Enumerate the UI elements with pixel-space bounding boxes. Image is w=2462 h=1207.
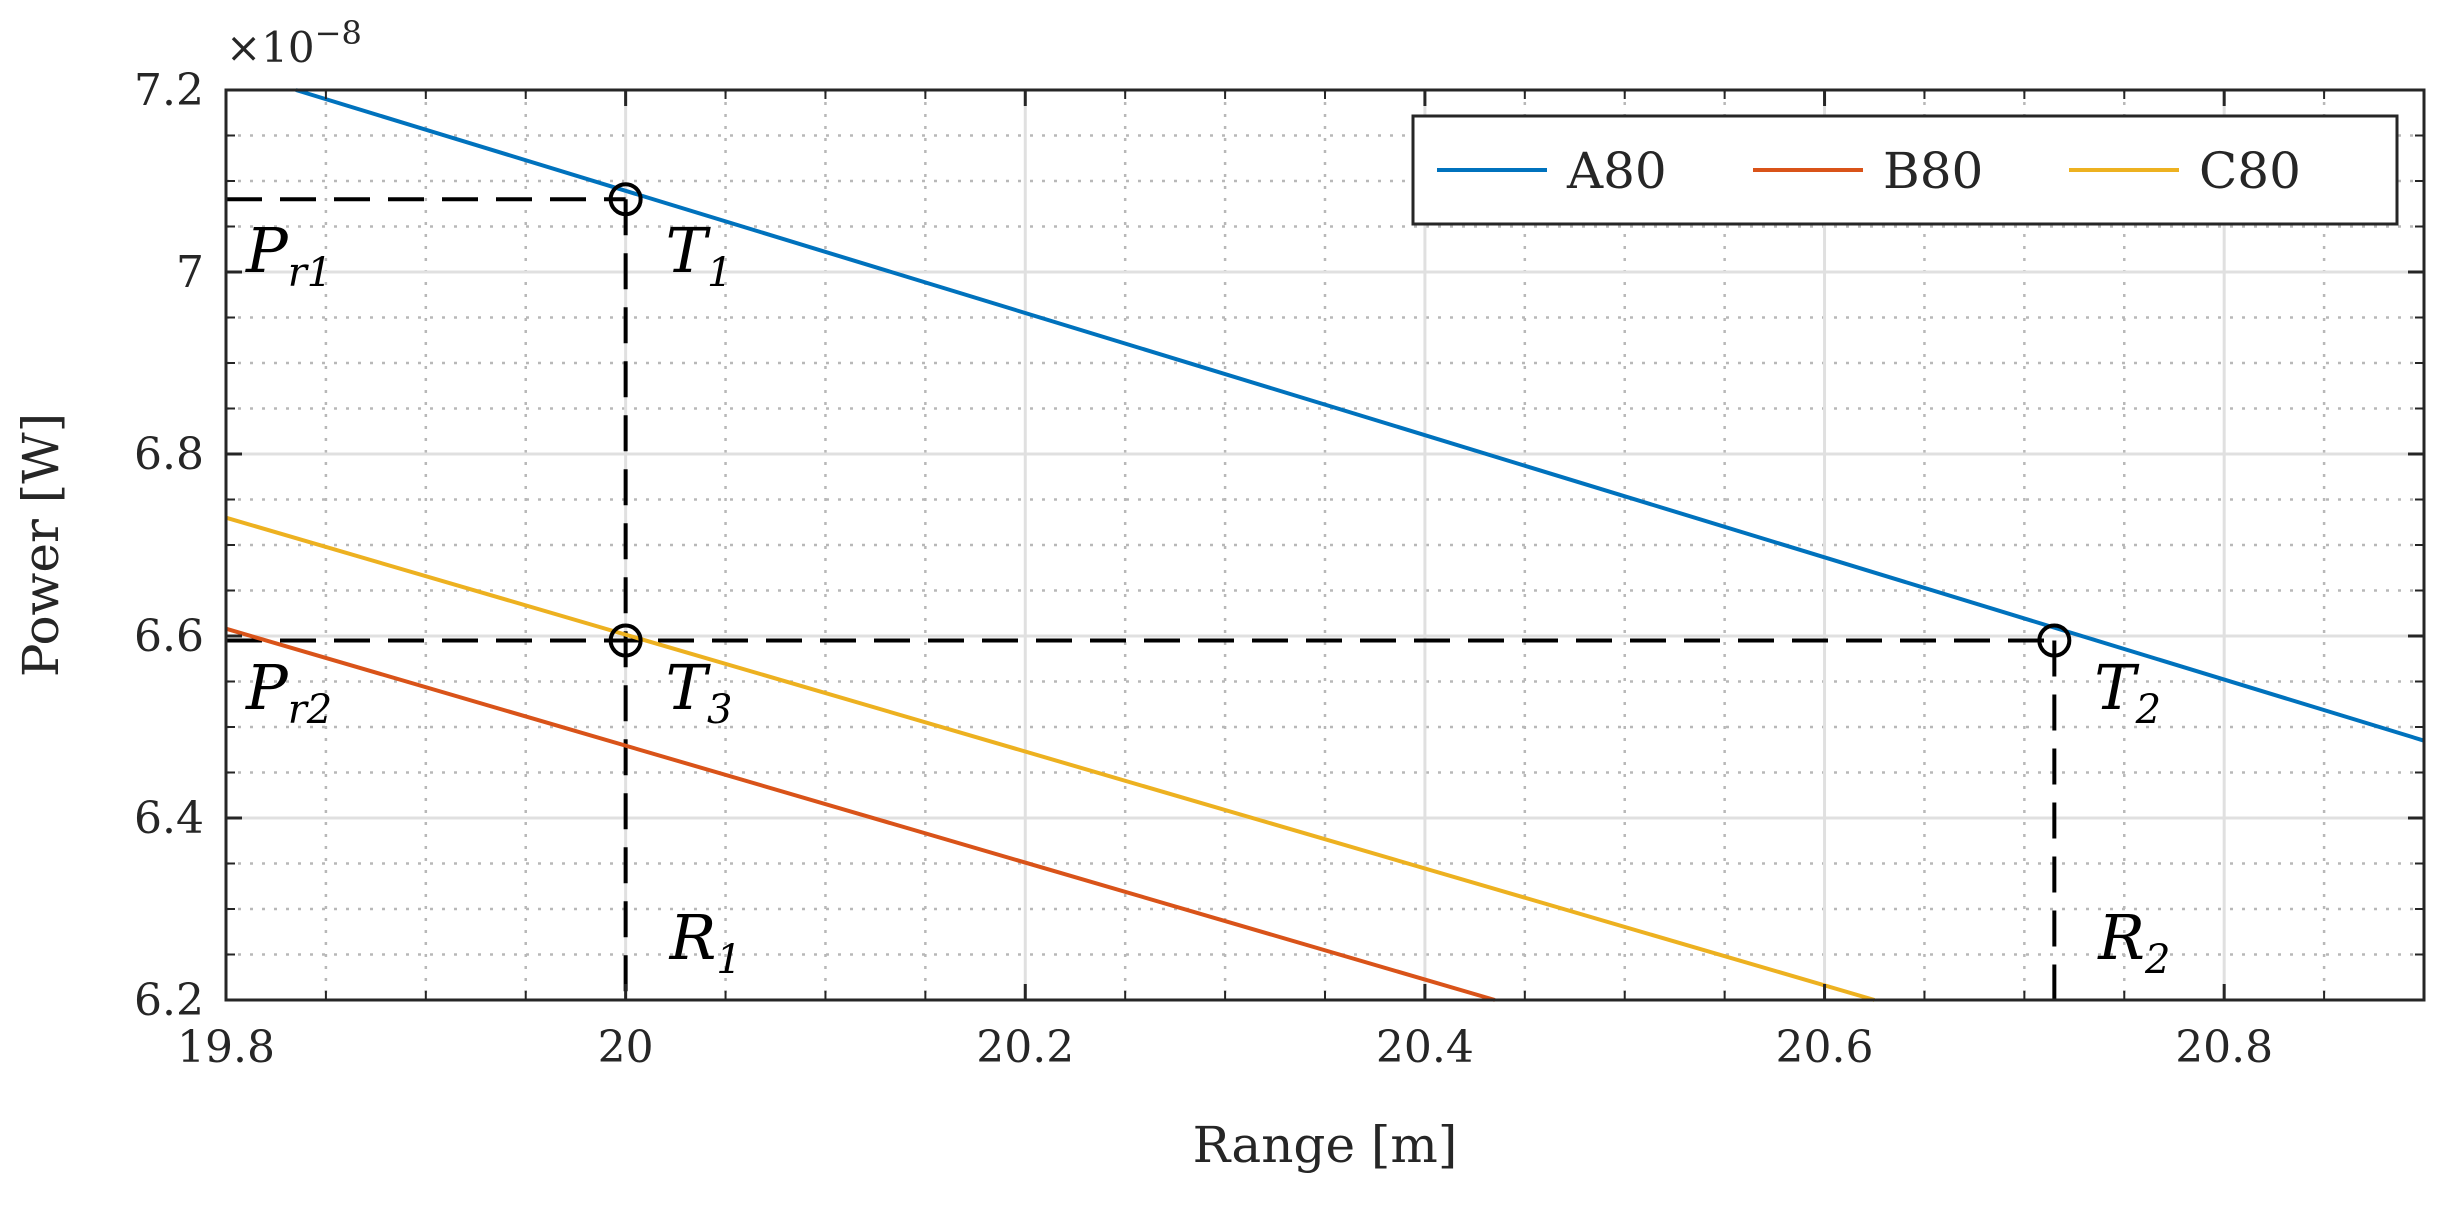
legend-label-c80: C80 — [2199, 142, 2301, 200]
annotation-r2: R2 — [2097, 901, 2170, 983]
x-axis-label: Range [m] — [1193, 1116, 1458, 1174]
major-grid — [226, 90, 2424, 1000]
annotation-t2-main: T — [2094, 651, 2140, 724]
y-exponent-base: ×10 — [226, 23, 315, 72]
t1-marker — [608, 182, 643, 217]
y-tick-label: 7.2 — [134, 65, 204, 116]
annotation-t2-sub: 2 — [2135, 687, 2161, 733]
y-tick-label: 6.8 — [134, 429, 204, 480]
legend-label-a80: A80 — [1566, 142, 1667, 200]
x-tick-label: 20.6 — [1776, 1022, 1874, 1073]
x-tick-label: 19.8 — [177, 1022, 275, 1073]
t2-marker — [2037, 623, 2072, 658]
y-tick-label: 6.6 — [134, 611, 204, 662]
series-lines — [225, 88, 2425, 1002]
x-tick-label: 20.4 — [1376, 1022, 1474, 1073]
annotation-pr2-sub: r2 — [288, 687, 333, 733]
x-tick-label: 20 — [598, 1022, 654, 1073]
minor-grid — [226, 90, 2424, 1000]
annotation-t3-main: T — [666, 651, 712, 724]
series-line-b80 — [225, 626, 1496, 1002]
y-axis-label: Power [W] — [12, 413, 70, 677]
annotation-t3-sub: 3 — [707, 687, 732, 733]
annotation-r1-main: R — [669, 901, 717, 974]
annotation-t1-sub: 1 — [707, 250, 732, 296]
y-exponent-power: −8 — [315, 14, 362, 52]
annotation-t3: T3 — [666, 651, 733, 733]
y-tick-label: 7 — [176, 247, 204, 298]
y-tick-label: 6.4 — [134, 793, 204, 844]
legend-label-b80: B80 — [1883, 142, 1983, 200]
annotation-t1-main: T — [666, 214, 712, 287]
annotation-pr1-sub: r1 — [288, 250, 333, 296]
annotation-t2: T2 — [2094, 651, 2161, 733]
annotation-r1-sub: 1 — [716, 937, 741, 983]
annotation-r2-main: R — [2097, 901, 2145, 974]
annotation-pr1-main: P — [245, 214, 289, 287]
plot-area — [226, 90, 2424, 1000]
annotation-r1: R1 — [669, 901, 742, 983]
annotation-pr1: Pr1 — [245, 214, 332, 296]
annotation-r2-sub: 2 — [2144, 937, 2170, 983]
x-tick-label: 20.2 — [976, 1022, 1074, 1073]
axis-ticks — [224, 88, 2424, 1002]
y-exponent-label: ×10−8 — [226, 14, 362, 72]
t3-marker — [608, 623, 643, 658]
reference-lines — [226, 197, 2057, 1000]
series-line-c80 — [225, 515, 1876, 1002]
annotation-pr2-main: P — [245, 651, 289, 724]
y-tick-labels: 6.2 6.4 6.6 6.8 7 7.2 — [134, 65, 204, 1026]
x-tick-label: 20.8 — [2175, 1022, 2273, 1073]
x-tick-labels: 19.8 20 20.2 20.4 20.6 20.8 — [177, 1022, 2273, 1073]
legend: A80 B80 C80 — [1411, 114, 2399, 226]
series-line-a80 — [295, 88, 2425, 743]
annotation-t1: T1 — [666, 214, 733, 296]
legend-box — [1411, 114, 2399, 226]
markers — [608, 182, 2072, 658]
y-tick-label: 6.2 — [134, 975, 204, 1026]
annotation-pr2: Pr2 — [245, 651, 332, 733]
